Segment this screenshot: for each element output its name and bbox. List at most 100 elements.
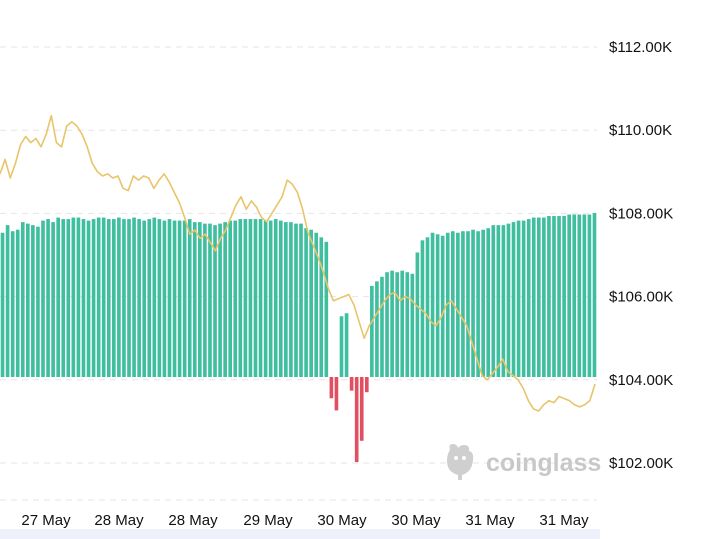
volume-bar	[526, 219, 531, 377]
volume-bar	[334, 377, 339, 411]
volume-bar	[390, 270, 394, 377]
x-tick-label: 31 May	[465, 512, 515, 529]
volume-bar	[132, 217, 136, 377]
volume-bar	[476, 231, 480, 377]
y-tick-label: $106.00K	[609, 289, 673, 306]
volume-bar	[511, 222, 516, 377]
volume-bar	[486, 228, 491, 377]
volume-bar	[106, 219, 111, 377]
volume-bar	[96, 217, 101, 377]
volume-bar	[172, 220, 177, 377]
volume-bar	[253, 219, 258, 377]
y-tick-label: $104.00K	[609, 372, 673, 389]
volume-bar	[506, 223, 511, 377]
volume-bar	[430, 232, 435, 377]
y-axis-ticks: $112.00K $110.00K $108.00K $106.00K $104.00K…	[609, 39, 673, 472]
y-tick-label: $108.00K	[609, 205, 673, 222]
volume-bar	[142, 220, 147, 377]
volume-bar	[501, 225, 506, 377]
volume-bar	[567, 214, 571, 377]
volume-bar	[263, 220, 268, 377]
volume-bar	[380, 276, 384, 377]
volume-bar	[364, 377, 369, 393]
volume-bar	[152, 217, 157, 377]
volume-bar	[314, 232, 319, 377]
volume-bar	[461, 231, 465, 377]
y-tick-label: $102.00K	[609, 455, 673, 472]
volume-bar	[192, 222, 197, 377]
volume-bar	[481, 229, 485, 377]
volume-bar	[10, 231, 15, 377]
volume-bar	[425, 237, 430, 377]
volume-bar	[456, 232, 460, 377]
volume-bar	[542, 217, 546, 377]
volume-bar	[299, 223, 303, 377]
volume-bar	[324, 241, 329, 377]
watermark: coinglass	[447, 444, 601, 480]
volume-bar	[491, 225, 496, 377]
volume-bar	[577, 214, 582, 377]
volume-bar	[233, 220, 238, 377]
volume-bar	[238, 219, 243, 377]
volume-bar	[228, 220, 233, 377]
x-tick-label: 27 May	[21, 512, 71, 529]
volume-bar	[36, 226, 40, 377]
volume-bar	[289, 222, 293, 377]
x-tick-label: 31 May	[539, 512, 589, 529]
volume-bar	[304, 228, 308, 377]
volume-bar	[162, 220, 167, 377]
volume-bar	[547, 216, 551, 377]
volume-bar	[198, 222, 202, 377]
volume-bar	[137, 219, 141, 377]
volume-bar	[101, 217, 106, 377]
volume-bar	[370, 285, 374, 377]
x-tick-label: 30 May	[391, 512, 441, 529]
volume-bar	[521, 220, 526, 377]
volume-bar	[309, 229, 313, 377]
volume-bar	[0, 232, 5, 377]
volume-bar	[405, 272, 410, 377]
volume-bar	[117, 217, 121, 377]
volume-bar	[572, 214, 577, 377]
volume-bar	[268, 220, 273, 377]
volume-bar	[400, 270, 405, 377]
volume-bar	[339, 316, 344, 377]
volume-bar	[294, 223, 298, 377]
volume-bar	[557, 216, 561, 377]
volume-bar	[86, 220, 91, 377]
volume-bar	[127, 219, 131, 377]
volume-bar	[466, 231, 470, 377]
volume-bar	[385, 272, 389, 377]
volume-bar	[182, 220, 187, 377]
volume-bar	[435, 234, 440, 377]
coinglass-logo-icon	[447, 444, 474, 480]
x-tick-label: 28 May	[94, 512, 144, 529]
volume-bar	[349, 377, 354, 391]
volume-bar	[415, 252, 420, 377]
volume-bar	[71, 217, 76, 377]
volume-bar	[420, 240, 425, 377]
volume-bar	[278, 220, 283, 377]
volume-bar	[46, 219, 50, 377]
volume-bar	[496, 225, 501, 377]
volume-bar	[329, 377, 334, 399]
volume-bar	[41, 220, 45, 377]
volume-bar	[15, 229, 20, 377]
volume-bar	[56, 217, 60, 377]
x-tick-label: 29 May	[243, 512, 293, 529]
volume-bar	[592, 213, 597, 377]
y-tick-label: $110.00K	[609, 122, 672, 139]
volume-bar	[213, 225, 217, 377]
volume-bar	[167, 219, 172, 377]
volume-bar	[66, 219, 71, 377]
volume-bar	[552, 216, 556, 377]
x-tick-label: 28 May	[168, 512, 218, 529]
volume-bar	[445, 232, 450, 377]
volume-bar	[258, 219, 263, 377]
volume-bar	[187, 219, 192, 377]
volume-bars	[0, 213, 597, 463]
volume-bar	[218, 223, 222, 377]
volume-bar	[91, 219, 96, 377]
volume-bar	[587, 214, 592, 377]
price-series-line	[0, 114, 596, 412]
